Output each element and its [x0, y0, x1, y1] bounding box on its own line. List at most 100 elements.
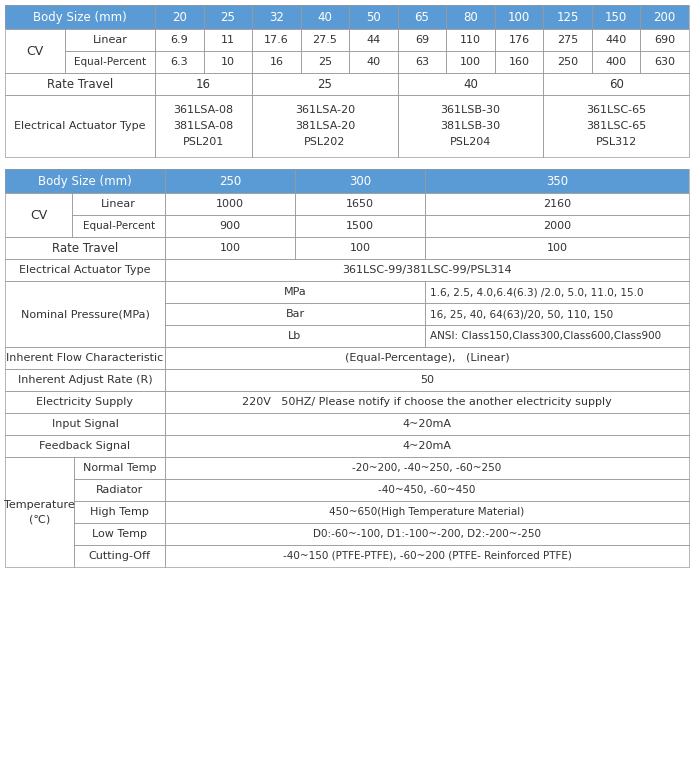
Text: 1500: 1500: [346, 221, 374, 231]
Text: 110: 110: [460, 35, 481, 45]
Bar: [252, 29, 301, 51]
Text: 100: 100: [350, 243, 371, 253]
Text: CV: CV: [26, 45, 44, 57]
Text: 25: 25: [318, 57, 332, 67]
Text: (Equal-Percentage),   (Linear): (Equal-Percentage), (Linear): [345, 353, 509, 363]
Bar: [203, 29, 252, 51]
Bar: [592, 29, 641, 51]
Bar: [252, 51, 301, 73]
Bar: [165, 523, 689, 545]
Bar: [5, 435, 165, 457]
Text: D0:-60~-100, D1:-100~-200, D2:-200~-250: D0:-60~-100, D1:-100~-200, D2:-200~-250: [313, 529, 541, 539]
Text: 63: 63: [415, 57, 429, 67]
Bar: [543, 29, 592, 51]
Text: 300: 300: [349, 175, 371, 187]
Text: 100: 100: [508, 10, 530, 24]
Bar: [495, 51, 543, 73]
Text: -40~450, -60~450: -40~450, -60~450: [378, 485, 475, 495]
Bar: [295, 237, 425, 259]
Text: 440: 440: [606, 35, 627, 45]
Text: Temperature
(℃): Temperature (℃): [4, 500, 75, 524]
Text: 16, 25, 40, 64(63)/20, 50, 110, 150: 16, 25, 40, 64(63)/20, 50, 110, 150: [430, 309, 613, 319]
Bar: [5, 95, 155, 157]
Bar: [74, 457, 165, 479]
Bar: [165, 457, 689, 479]
Text: 150: 150: [605, 10, 627, 24]
Bar: [295, 193, 425, 215]
Bar: [165, 169, 295, 193]
Bar: [165, 413, 689, 435]
Bar: [5, 457, 74, 567]
Bar: [398, 51, 446, 73]
Text: 44: 44: [366, 35, 380, 45]
Bar: [165, 347, 689, 369]
Bar: [165, 501, 689, 523]
Bar: [495, 5, 543, 29]
Text: 17.6: 17.6: [264, 35, 289, 45]
Bar: [165, 303, 425, 325]
Text: 27.5: 27.5: [312, 35, 337, 45]
Bar: [5, 281, 165, 347]
Text: 1.6, 2.5, 4.0,6.4(6.3) /2.0, 5.0, 11.0, 15.0: 1.6, 2.5, 4.0,6.4(6.3) /2.0, 5.0, 11.0, …: [430, 287, 643, 297]
Bar: [74, 501, 165, 523]
Bar: [349, 29, 398, 51]
Bar: [398, 5, 446, 29]
Text: Radiator: Radiator: [96, 485, 143, 495]
Text: 200: 200: [654, 10, 676, 24]
Bar: [295, 169, 425, 193]
Text: Rate Travel: Rate Travel: [47, 78, 113, 90]
Bar: [165, 435, 689, 457]
Bar: [252, 5, 301, 29]
Text: Electricity Supply: Electricity Supply: [37, 397, 133, 407]
Text: 690: 690: [654, 35, 675, 45]
Bar: [5, 169, 165, 193]
Text: Inherent Adjust Rate (R): Inherent Adjust Rate (R): [17, 375, 152, 385]
Bar: [5, 369, 165, 391]
Bar: [252, 73, 398, 95]
Bar: [495, 29, 543, 51]
Text: 32: 32: [269, 10, 284, 24]
Text: 1000: 1000: [216, 199, 244, 209]
Text: 60: 60: [609, 78, 624, 90]
Bar: [203, 5, 252, 29]
Bar: [425, 215, 689, 237]
Bar: [592, 5, 641, 29]
Text: Linear: Linear: [92, 35, 128, 45]
Bar: [155, 51, 203, 73]
Text: 50: 50: [420, 375, 434, 385]
Text: -20~200, -40~250, -60~250: -20~200, -40~250, -60~250: [353, 463, 502, 473]
Bar: [65, 51, 155, 73]
Text: Inherent Flow Characteristic: Inherent Flow Characteristic: [6, 353, 164, 363]
Text: 6.3: 6.3: [171, 57, 188, 67]
Text: 40: 40: [317, 10, 332, 24]
Bar: [641, 29, 689, 51]
Bar: [165, 237, 295, 259]
Text: Linear: Linear: [101, 199, 136, 209]
Text: Normal Temp: Normal Temp: [83, 463, 156, 473]
Bar: [295, 169, 425, 193]
Bar: [446, 5, 495, 29]
Bar: [446, 51, 495, 73]
Text: Bar: Bar: [285, 309, 305, 319]
Bar: [425, 237, 689, 259]
Bar: [5, 169, 165, 193]
Text: 160: 160: [509, 57, 530, 67]
Text: 361LSA-20
381LSA-20
PSL202: 361LSA-20 381LSA-20 PSL202: [295, 105, 355, 147]
Bar: [165, 325, 425, 347]
Bar: [252, 95, 398, 157]
Bar: [165, 391, 689, 413]
Text: 176: 176: [509, 35, 530, 45]
Bar: [349, 5, 398, 29]
Text: Low Temp: Low Temp: [92, 529, 147, 539]
Text: 16: 16: [269, 57, 283, 67]
Bar: [349, 5, 398, 29]
Text: 10: 10: [221, 57, 235, 67]
Text: MPa: MPa: [284, 287, 306, 297]
Text: 350: 350: [546, 175, 568, 187]
Bar: [425, 281, 689, 303]
Text: 400: 400: [606, 57, 627, 67]
Text: 50: 50: [366, 10, 381, 24]
Bar: [165, 281, 425, 303]
Bar: [165, 193, 295, 215]
Bar: [74, 523, 165, 545]
